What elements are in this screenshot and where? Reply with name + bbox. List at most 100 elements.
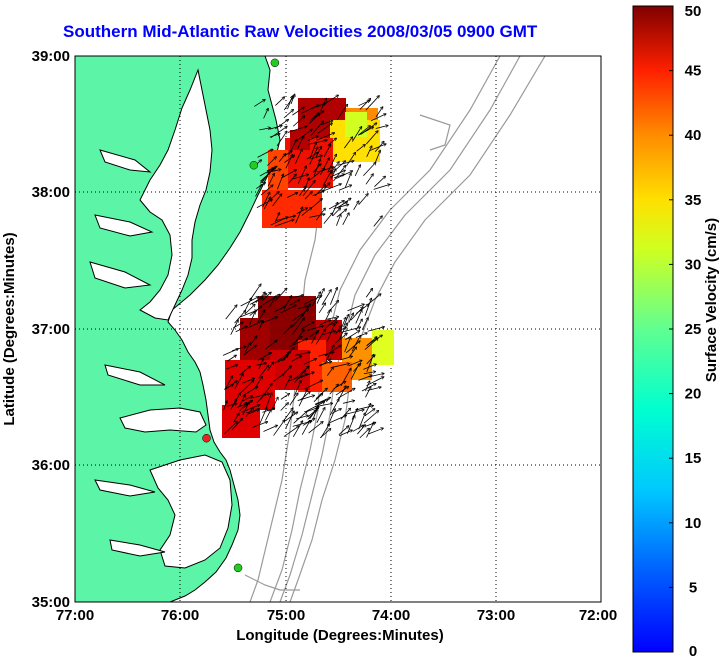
velocity-arrow (234, 374, 243, 389)
station-marker (249, 160, 259, 170)
velocity-arrow (291, 356, 302, 362)
velocity-arrow (292, 421, 302, 438)
bay-inlet-2 (94, 214, 154, 237)
velocity-arrow (359, 429, 369, 439)
velocity-arrow (345, 341, 360, 354)
velocity-arrow (307, 410, 316, 420)
velocity-arrow (374, 142, 384, 153)
velocity-arrow (263, 109, 269, 119)
velocity-arrow (295, 207, 303, 224)
velocity-arrow (320, 99, 327, 111)
velocity-arrow (352, 425, 363, 432)
velocity-arrow (335, 333, 347, 344)
velocity-arrow (326, 367, 333, 376)
velocity-arrow (358, 413, 365, 430)
colorbar-tick-label: 20 (685, 386, 702, 403)
velocity-arrow (333, 205, 349, 210)
velocity-arrow (324, 184, 341, 191)
velocity-arrow (255, 185, 262, 197)
velocity-arrow (274, 213, 279, 223)
velocity-arrow (259, 408, 267, 425)
velocity-arrow (304, 380, 323, 390)
velocity-arrow (283, 426, 299, 437)
velocity-arrow (300, 322, 314, 330)
velocity-arrow (262, 317, 277, 324)
velocity-arrow (262, 192, 270, 207)
velocity-arrow (274, 288, 286, 302)
velocity-arrow (272, 194, 282, 207)
y-axis: 39:00 38:00 37:00 36:00 35:00 Latitude (… (1, 48, 70, 611)
colorbar-tick-label: 10 (685, 515, 702, 532)
velocity-arrow (276, 174, 283, 190)
velocity-arrow (225, 305, 237, 320)
colorbar-label: Surface Velocity (cm/s) (703, 218, 720, 382)
colorbar-tick-label: 40 (685, 127, 702, 144)
velocity-arrow (342, 213, 349, 226)
velocity-arrow (336, 215, 340, 226)
velocity-arrow (333, 174, 344, 179)
velocity-arrow (344, 331, 359, 341)
velocity-arrow (322, 171, 332, 187)
velocity-arrow (338, 430, 352, 437)
velocity-arrow (316, 408, 325, 424)
y-tick: 35:00 (32, 594, 70, 611)
x-tick: 77:00 (56, 607, 94, 624)
velocity-arrow (323, 213, 333, 224)
velocity-arrow (252, 422, 267, 428)
velocity-arrow (358, 375, 371, 381)
velocity-arrow (351, 127, 361, 142)
velocity-arrow (243, 298, 251, 313)
velocity-arrow (265, 410, 270, 421)
velocity-arrow (327, 138, 336, 146)
velocity-arrow (342, 401, 354, 404)
velocity-arrow (256, 363, 266, 366)
velocity-arrow (293, 116, 304, 127)
colorbar-ticks: 0 5 10 15 20 25 30 35 40 45 50 (669, 3, 701, 659)
velocity-arrow (273, 420, 285, 436)
velocity-arrow (344, 410, 364, 415)
velocity-arrow (285, 411, 294, 429)
velocity-arrow (274, 220, 294, 227)
velocity-arrow (311, 292, 320, 307)
velocity-arrow (270, 192, 279, 200)
map-layer (75, 56, 601, 602)
velocity-arrow (306, 153, 318, 160)
velocity-arrow (227, 355, 236, 362)
velocity-arrow (298, 186, 306, 197)
velocity-arrow (277, 356, 288, 363)
velocity-arrow (303, 178, 309, 192)
velocity-arrow (375, 125, 388, 129)
velocity-arrow (319, 320, 331, 326)
velocity-arrow (288, 374, 307, 382)
station-marker (233, 563, 243, 573)
velocity-arrow (304, 192, 312, 200)
velocity-arrow (259, 128, 270, 131)
velocity-arrow (272, 374, 284, 383)
velocity-arrow (242, 396, 253, 402)
colorbar: 0 5 10 15 20 25 30 35 40 45 50 Surface Velocity (c… (632, 3, 720, 659)
velocity-arrow (267, 362, 274, 371)
map-title: Southern Mid-Atlantic Raw Velocities 200… (63, 22, 538, 41)
velocity-arrow (297, 136, 303, 150)
velocity-arrow (317, 167, 333, 173)
velocity-arrow (373, 216, 382, 227)
velocity-arrow (357, 425, 365, 435)
velocity-arrow (331, 161, 346, 174)
velocity-arrow (238, 395, 245, 407)
velocity-arrow (329, 399, 339, 416)
velocity-arrow (248, 312, 255, 326)
velocity-arrow (311, 332, 318, 344)
velocity-arrow (256, 310, 265, 325)
velocity-arrow (267, 157, 276, 166)
velocity-arrow (258, 365, 269, 379)
velocity-arrow (266, 166, 277, 172)
velocity-arrow (365, 289, 372, 298)
velocity-arrow (303, 359, 316, 365)
velocity-arrow (322, 95, 339, 106)
velocity-arrow (301, 105, 319, 114)
velocity-arrow (318, 352, 334, 357)
velocity-arrow (336, 105, 347, 121)
velocity-arrow (258, 359, 264, 370)
velocity-arrow (323, 145, 330, 158)
velocity-arrow (297, 166, 306, 184)
